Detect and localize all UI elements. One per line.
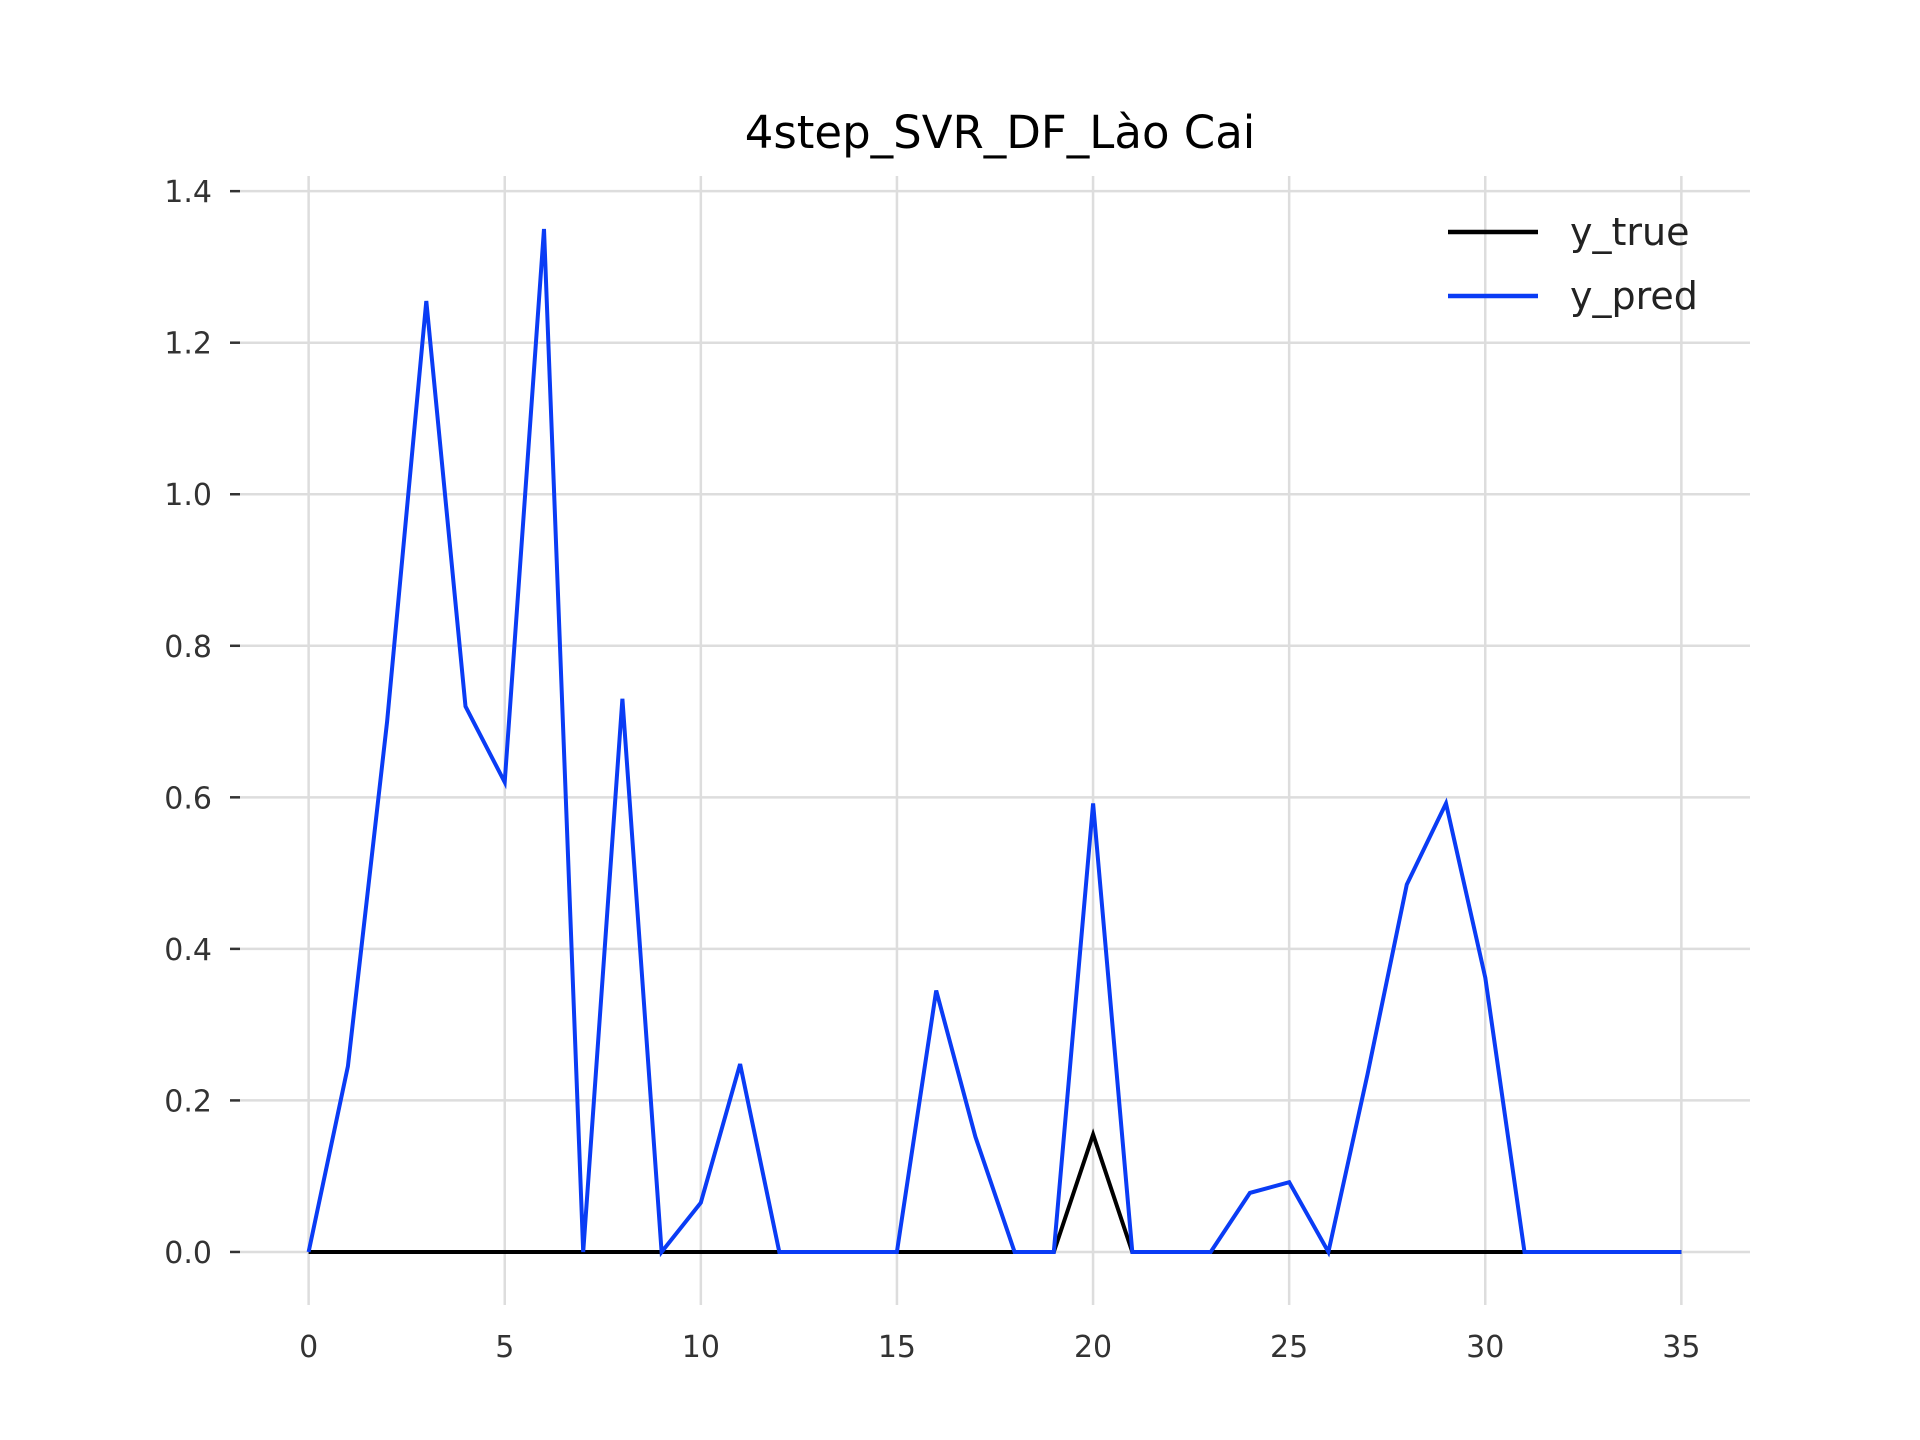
x-axis: 0 5 10 15 20 25 30 35 (299, 1330, 1700, 1365)
y-axis: 0.0 0.2 0.4 0.6 0.8 1.0 1.2 1.4 (164, 175, 240, 1271)
series-layer (306, 228, 1682, 1258)
x-tick-label: 30 (1466, 1330, 1504, 1365)
chart-title: 4step_SVR_DF_Lào Cai (745, 106, 1256, 159)
series-line-y-true (308, 1128, 1682, 1254)
y-tick-label: 0.6 (164, 781, 212, 816)
y-tick-label: 1.4 (164, 175, 212, 210)
y-tick-label: 1.0 (164, 478, 212, 513)
y-tick-label: 1.2 (164, 327, 212, 362)
x-tick-label: 0 (299, 1330, 318, 1365)
y-tick-label: 0.0 (164, 1236, 212, 1271)
legend-label-y-pred: y_pred (1570, 274, 1698, 318)
y-tick-label: 0.2 (164, 1084, 212, 1119)
legend: y_true y_pred (1448, 210, 1698, 318)
x-tick-label: 35 (1662, 1330, 1700, 1365)
legend-label-y-true: y_true (1570, 210, 1689, 254)
series-line-y-pred (306, 228, 1682, 1258)
x-tick-label: 15 (878, 1330, 916, 1365)
y-tick-label: 0.4 (164, 933, 212, 968)
x-tick-label: 25 (1270, 1330, 1308, 1365)
x-tick-label: 5 (495, 1330, 514, 1365)
x-tick-label: 10 (682, 1330, 720, 1365)
grid (240, 176, 1750, 1305)
x-tick-label: 20 (1074, 1330, 1112, 1365)
y-tick-label: 0.8 (164, 630, 212, 665)
